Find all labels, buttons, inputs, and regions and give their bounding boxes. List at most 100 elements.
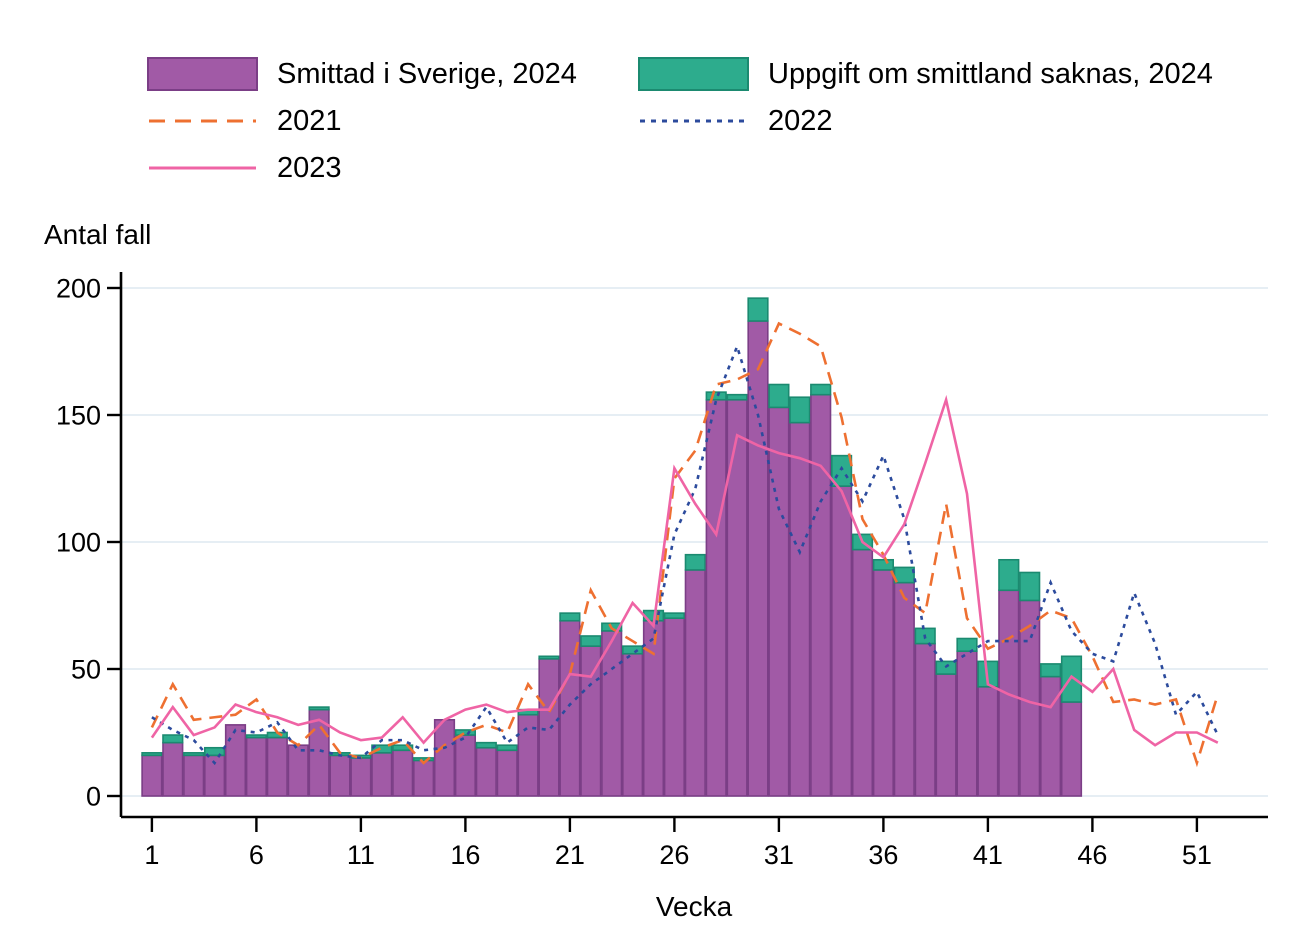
x-tick-label: 6	[249, 840, 264, 870]
bar-smittad-sverige	[851, 548, 874, 797]
bar-smittland-saknas	[204, 746, 226, 757]
bar-smittland-saknas	[789, 396, 811, 424]
bar-smittland-saknas	[538, 655, 560, 660]
x-tick-label: 36	[868, 840, 898, 870]
bar-smittland-saknas	[559, 612, 581, 622]
x-tick-label: 26	[659, 840, 689, 870]
bar-smittad-sverige	[747, 320, 769, 797]
legend-dashed-line-icon	[149, 119, 256, 123]
bar-smittland-saknas	[454, 729, 477, 736]
legend-dotted-line-icon	[640, 119, 747, 123]
bar-smittland-saknas	[684, 553, 706, 571]
bar-smittland-saknas	[893, 566, 915, 584]
y-tick-label: 0	[86, 782, 101, 812]
y-tick-label: 200	[56, 274, 101, 304]
bar-smittland-saknas	[412, 757, 435, 762]
line-2021	[150, 321, 1220, 768]
bar-smittland-saknas	[245, 734, 268, 739]
bar-smittland-saknas	[183, 752, 205, 757]
bar-smittad-sverige	[1060, 701, 1083, 797]
bar-smittland-saknas	[371, 744, 393, 754]
bar-smittland-saknas	[768, 383, 790, 409]
x-tick-label: 11	[347, 840, 375, 870]
legend-label: 2022	[768, 105, 833, 137]
bar-smittad-sverige	[454, 734, 477, 797]
bar-smittad-sverige	[580, 645, 602, 797]
bar-smittad-sverige	[601, 630, 623, 797]
bar-smittland-saknas	[810, 383, 832, 396]
x-tick-label: 51	[1182, 840, 1212, 870]
legend-box-green-icon	[638, 57, 749, 91]
legend-label: Uppgift om smittland saknas, 2024	[768, 58, 1213, 90]
bar-smittad-sverige	[538, 658, 560, 797]
bar-smittad-sverige	[789, 421, 811, 797]
bar-smittad-sverige	[726, 398, 748, 797]
bar-smittad-sverige	[475, 746, 497, 797]
bar-smittland-saknas	[956, 637, 978, 653]
legend-item-smittad-2024: Smittad i Sverige, 2024	[147, 57, 577, 91]
bar-smittland-saknas	[141, 752, 163, 757]
bar-smittland-saknas	[621, 645, 644, 655]
bar-smittad-sverige	[768, 406, 790, 797]
line-2022	[151, 342, 1219, 766]
bar-smittad-sverige	[183, 754, 205, 797]
x-tick-label: 21	[555, 840, 585, 870]
bar-smittad-sverige	[810, 393, 832, 797]
bar-smittad-sverige	[266, 736, 288, 797]
bar-smittad-sverige	[162, 741, 184, 797]
bar-smittland-saknas	[1040, 663, 1062, 678]
bar-smittad-sverige	[705, 398, 727, 797]
bar-smittland-saknas	[705, 391, 727, 401]
bar-smittad-sverige	[517, 713, 539, 797]
bar-smittad-sverige	[621, 652, 644, 797]
bar-smittland-saknas	[998, 558, 1020, 592]
bar-smittad-sverige	[956, 650, 978, 797]
bar-smittad-sverige	[935, 673, 957, 797]
legend-item-2022: 2022	[638, 104, 833, 138]
bar-smittad-sverige	[663, 617, 685, 797]
y-axis-title: Antal fall	[44, 219, 152, 250]
x-tick-label: 31	[764, 840, 794, 870]
legend-item-2023: 2023	[147, 151, 342, 185]
x-tick-label: 16	[450, 840, 480, 870]
bar-smittad-sverige	[872, 569, 894, 797]
bar-smittad-sverige	[642, 619, 665, 797]
bar-smittland-saknas	[475, 741, 497, 749]
bar-smittland-saknas	[392, 744, 414, 752]
line-2023	[150, 394, 1219, 747]
bar-smittland-saknas	[1019, 571, 1041, 602]
bar-smittland-saknas	[747, 297, 769, 322]
bar-smittad-sverige	[287, 744, 309, 797]
y-tick-label: 50	[71, 655, 101, 685]
bar-smittad-sverige	[893, 581, 915, 797]
legend-item-saknas-2024: Uppgift om smittland saknas, 2024	[638, 57, 1213, 91]
bar-smittad-sverige	[245, 736, 268, 797]
bar-smittland-saknas	[162, 734, 184, 744]
bar-smittad-sverige	[224, 724, 247, 797]
y-tick-label: 150	[56, 401, 101, 431]
bar-smittad-sverige	[371, 752, 393, 797]
x-axis-title: Vecka	[655, 891, 733, 922]
x-tick-label: 1	[144, 840, 159, 870]
legend-box-purple-icon	[147, 57, 258, 91]
y-tick-label: 100	[56, 528, 101, 558]
bar-smittad-sverige	[1040, 675, 1062, 797]
legend-solid-line-icon	[149, 166, 256, 170]
bar-smittland-saknas	[580, 635, 602, 647]
bar-smittad-sverige	[412, 759, 435, 797]
bar-smittland-saknas	[872, 558, 894, 571]
x-tick-label: 46	[1077, 840, 1107, 870]
legend-item-2021: 2021	[147, 104, 342, 138]
bar-smittad-sverige	[141, 754, 163, 797]
bar-smittad-sverige	[914, 642, 936, 797]
bar-smittland-saknas	[726, 393, 748, 401]
bar-smittad-sverige	[830, 485, 853, 797]
x-tick-label: 41	[973, 840, 1003, 870]
bar-smittad-sverige	[433, 718, 456, 797]
bar-smittland-saknas	[1060, 655, 1083, 703]
bar-smittland-saknas	[496, 744, 518, 752]
legend-label: Smittad i Sverige, 2024	[277, 58, 577, 90]
bar-smittad-sverige	[684, 569, 706, 797]
